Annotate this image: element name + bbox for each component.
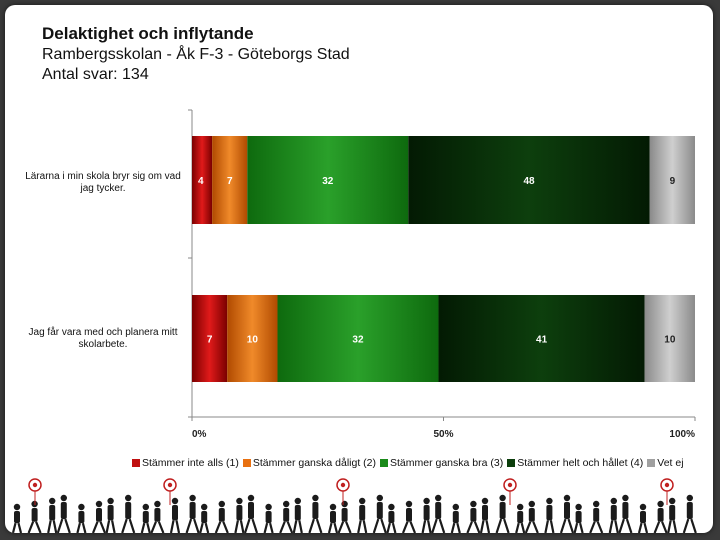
target-marker-icon (163, 478, 177, 505)
data-label: 10 (664, 335, 676, 346)
category-label: Lärarna i min skola bryr sig om vad jag t… (25, 171, 181, 194)
person-silhouette (121, 494, 136, 533)
bar-segment (192, 136, 213, 224)
data-label: 32 (352, 335, 364, 346)
legend-swatch (647, 459, 656, 467)
person-silhouette (450, 503, 461, 533)
chart-bars: 4 7 32 48 9 7 10 32 41 10 (192, 136, 695, 382)
x-tick-label: 100% (669, 429, 695, 440)
person-silhouette (667, 497, 678, 533)
person-silhouette (91, 500, 107, 533)
person-silhouette (169, 497, 181, 533)
person-silhouette (243, 494, 259, 533)
person-silhouette (589, 500, 604, 533)
footer-decoration (11, 478, 697, 533)
target-marker-icon (660, 478, 674, 505)
slide: Delaktighet och inflytande Rambergsskola… (5, 5, 713, 533)
person-silhouette (372, 494, 387, 533)
chart-legend: Stämmer inte alls (1) Stämmer ganska dåli… (132, 457, 688, 469)
person-silhouette (386, 503, 397, 533)
bar-segment (192, 295, 228, 382)
bar-segment (644, 295, 695, 382)
person-silhouette (263, 503, 274, 533)
person-silhouette (27, 500, 42, 533)
person-silhouette (357, 497, 368, 533)
legend-item: Stämmer ganska bra (3) (380, 457, 503, 469)
legend-item: Stämmer ganska dåligt (2) (242, 457, 376, 469)
legend-swatch (507, 459, 516, 467)
data-label: 7 (227, 176, 233, 187)
person-silhouette (214, 500, 229, 533)
person-silhouette (479, 497, 491, 533)
data-label: 48 (523, 176, 535, 187)
person-silhouette (76, 503, 87, 533)
person-silhouette (401, 500, 417, 533)
data-label: 7 (207, 335, 213, 346)
legend-label: Stämmer inte alls (1) (142, 457, 239, 469)
data-label: 32 (322, 176, 334, 187)
person-silhouette (199, 503, 210, 533)
person-silhouette (234, 497, 245, 533)
person-silhouette (140, 503, 151, 533)
legend-item: Stämmer inte alls (1) (132, 457, 239, 469)
person-silhouette (431, 494, 446, 533)
bar-segment (649, 136, 695, 224)
person-silhouette (608, 497, 619, 533)
person-silhouette (421, 497, 432, 533)
legend-label: Stämmer ganska dåligt (2) (252, 457, 376, 469)
person-silhouette (682, 494, 697, 533)
person-silhouette (637, 503, 649, 533)
x-tick-label: 50% (433, 429, 453, 440)
bar-segment (277, 295, 439, 382)
person-silhouette (573, 503, 584, 533)
legend-swatch (242, 459, 251, 467)
person-silhouette (150, 500, 165, 533)
person-silhouette (559, 494, 575, 533)
person-silhouette (515, 503, 526, 533)
data-label: 41 (536, 335, 548, 346)
person-silhouette (327, 503, 339, 533)
person-silhouette (185, 494, 200, 533)
page-subtitle: Rambergsskolan - Åk F-3 - Göteborgs Stad (42, 46, 350, 63)
legend-item: Stämmer helt och hållet (4) (507, 457, 643, 469)
legend-item: Vet ej (647, 457, 684, 469)
data-label: 4 (198, 176, 204, 187)
data-label: 9 (670, 176, 676, 187)
legend-label: Stämmer helt och hållet (4) (517, 457, 644, 469)
legend-label: Vet ej (657, 457, 684, 469)
legend-label: Stämmer ganska bra (3) (390, 457, 504, 469)
person-silhouette (653, 500, 668, 533)
stacked-bar-chart: 0% 50% 100% Lärarna i min skola bryr sig om… (25, 109, 696, 440)
person-silhouette (56, 494, 71, 533)
target-marker-icon (28, 478, 42, 505)
person-silhouette (466, 500, 481, 533)
person-silhouette (308, 494, 323, 533)
bar-segment (408, 136, 650, 224)
bar-segment (438, 295, 645, 382)
x-tick-label: 0% (192, 429, 207, 440)
heading: Delaktighet och inflytande Rambergsskola… (42, 23, 350, 85)
bar-segment (212, 136, 248, 224)
legend-swatch (132, 459, 140, 467)
person-silhouette (544, 497, 555, 533)
bar-segment (247, 136, 409, 224)
target-marker-icon (503, 478, 517, 505)
person-silhouette (495, 494, 510, 533)
category-label: Jag får vara med och planera mitt skolarb… (29, 326, 178, 350)
page-title: Delaktighet och inflytande (42, 24, 254, 43)
target-marker-icon (336, 478, 350, 505)
response-count: Antal svar: 134 (42, 66, 149, 83)
bar-segment (227, 295, 278, 382)
person-silhouette (337, 500, 352, 533)
person-silhouette (279, 500, 294, 533)
person-silhouette (292, 497, 303, 533)
person-silhouette (11, 503, 23, 533)
person-silhouette (524, 500, 539, 533)
data-label: 10 (247, 335, 259, 346)
legend-swatch (380, 459, 388, 467)
person-silhouette (618, 494, 633, 533)
person-silhouette (47, 497, 58, 533)
person-silhouette (105, 497, 116, 533)
